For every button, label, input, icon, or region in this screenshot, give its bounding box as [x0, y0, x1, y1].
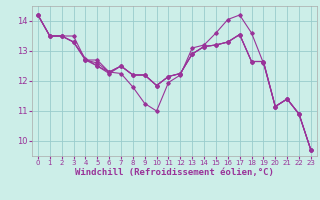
X-axis label: Windchill (Refroidissement éolien,°C): Windchill (Refroidissement éolien,°C): [75, 168, 274, 177]
